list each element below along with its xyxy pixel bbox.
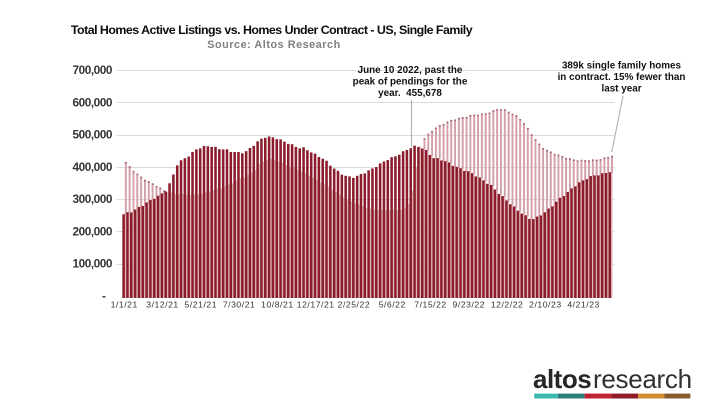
svg-text:400,000: 400,000 — [73, 160, 113, 174]
svg-text:2/25/22: 2/25/22 — [338, 300, 371, 310]
svg-text:7/15/22: 7/15/22 — [414, 300, 447, 310]
svg-text:last year: last year — [601, 84, 641, 95]
svg-text:5/6/22: 5/6/22 — [379, 300, 406, 310]
svg-text:5/21/21: 5/21/21 — [185, 300, 218, 310]
svg-text:300,000: 300,000 — [73, 192, 113, 206]
svg-text:100,000: 100,000 — [73, 257, 113, 271]
svg-text:12/2/22: 12/2/22 — [491, 300, 524, 310]
svg-text:2/10/23: 2/10/23 — [529, 300, 562, 310]
svg-text:7/30/21: 7/30/21 — [223, 300, 256, 310]
svg-text:altos: altos — [533, 364, 591, 394]
svg-text:research: research — [593, 364, 692, 394]
svg-text:1/1/21: 1/1/21 — [111, 300, 138, 310]
svg-text:9/23/22: 9/23/22 — [453, 300, 486, 310]
svg-text:peak of pendings for the: peak of pendings for the — [353, 77, 468, 88]
svg-text:500,000: 500,000 — [73, 128, 113, 142]
svg-text:389k single family homes: 389k single family homes — [562, 61, 682, 72]
svg-text:year. 455,678: year. 455,678 — [378, 88, 442, 99]
svg-text:600,000: 600,000 — [73, 95, 113, 109]
svg-text:in contract. 15% fewer than: in contract. 15% fewer than — [558, 72, 686, 83]
svg-text:3/12/21: 3/12/21 — [146, 300, 179, 310]
svg-text:June 10 2022, past the: June 10 2022, past the — [358, 65, 463, 76]
svg-text:4/21/23: 4/21/23 — [567, 300, 600, 310]
svg-text:Total Homes Active Listings vs: Total Homes Active Listings vs. Homes Un… — [71, 23, 473, 37]
svg-text:-: - — [102, 289, 106, 303]
svg-text:200,000: 200,000 — [73, 224, 113, 238]
svg-text:12/17/21: 12/17/21 — [297, 300, 335, 310]
svg-text:10/8/21: 10/8/21 — [261, 300, 294, 310]
svg-text:Source: Altos Research: Source: Altos Research — [207, 39, 341, 51]
svg-text:700,000: 700,000 — [73, 63, 113, 77]
